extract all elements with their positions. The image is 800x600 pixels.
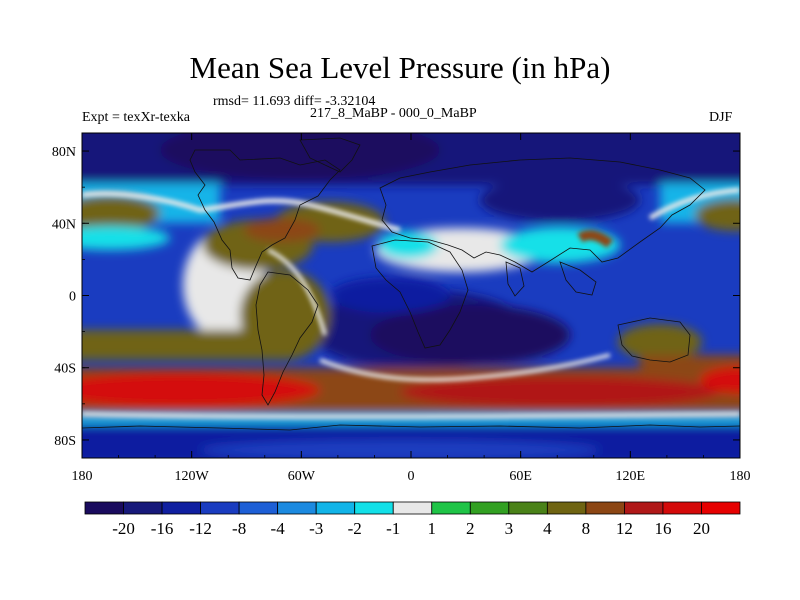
- coastline-southeast-asia: [559, 261, 597, 296]
- colorbar-swatch: [392, 501, 433, 515]
- antarctic-coast: [82, 414, 740, 424]
- x-tick-label: 180: [730, 469, 751, 484]
- australia-high: [618, 324, 702, 360]
- colorbar-swatch: [123, 501, 163, 515]
- x-tick-label: 180: [72, 469, 93, 484]
- coastline-antarctica: [82, 424, 740, 431]
- colorbar-swatch: [546, 501, 587, 515]
- colorbar-swatch: [469, 501, 510, 515]
- colorbar-label: -2: [348, 519, 362, 538]
- coastline-south-america: [255, 271, 319, 406]
- y-tick-label: 40N: [52, 217, 76, 232]
- x-tick-label: 120W: [175, 469, 210, 484]
- y-tick-label: 80S: [54, 434, 76, 449]
- colorbar-label: 20: [693, 519, 710, 538]
- southern-ocean-core-east: [400, 376, 720, 408]
- x-tick-label: 60W: [288, 469, 316, 484]
- colorbar-label: -20: [112, 519, 135, 538]
- colorbar-label: -16: [151, 519, 174, 538]
- colorbar-swatch: [585, 501, 625, 515]
- colorbar-swatch: [200, 501, 240, 515]
- equatorial-low: [330, 277, 450, 313]
- siberian-low: [480, 178, 640, 222]
- chart-title: Mean Sea Level Pressure (in hPa): [189, 50, 611, 85]
- colorbar-swatch: [508, 501, 548, 515]
- colorbar-swatch: [238, 501, 279, 515]
- y-tick-label: 80N: [52, 145, 76, 160]
- colorbar-label: 12: [616, 519, 633, 538]
- north-pacific-high-east: [695, 199, 740, 231]
- coastline-india: [505, 261, 525, 297]
- tropical-core-low: [370, 305, 570, 365]
- asia-cyan: [500, 227, 620, 263]
- colorbar-swatch: [624, 501, 664, 515]
- colorbar-swatch: [431, 501, 471, 515]
- colorbar-swatch: [701, 501, 741, 515]
- x-axis: 180 120W 60W 0 60E 120E 180: [72, 133, 751, 484]
- north-pacific-cyan: [82, 226, 170, 250]
- colorbar-label: -3: [309, 519, 323, 538]
- coastline-eurasia: [379, 157, 706, 273]
- colorbar-label: -8: [232, 519, 246, 538]
- field-highlight-layer: [82, 187, 740, 419]
- y-tick-label: 0: [69, 290, 76, 305]
- field-smooth-layer: [82, 133, 740, 458]
- colorbar-label: 1: [428, 519, 437, 538]
- colorbar-label: 16: [654, 519, 671, 538]
- experiment-label: Expt = texXr-texka: [82, 110, 190, 125]
- colorbar-swatch: [277, 501, 317, 515]
- colorbar-label: -12: [189, 519, 212, 538]
- antarctic-interior: [200, 440, 600, 458]
- x-tick-label: 120E: [616, 469, 646, 484]
- colorbar-swatch: [161, 501, 201, 515]
- pressure-field: [82, 133, 740, 458]
- arctic-core-low: [160, 133, 440, 180]
- north-america-core: [244, 218, 320, 242]
- colorbar-label: 4: [543, 519, 552, 538]
- colorbar-swatch: [354, 501, 394, 515]
- colorbar: -20 -16 -12 -8 -4 -3 -2 -1 1 2 3 4 8 12 16 20: [84, 501, 741, 538]
- coastlines: [82, 137, 740, 431]
- colorbar-label: 3: [505, 519, 514, 538]
- colorbar-swatch: [84, 501, 124, 515]
- africa-cyan: [378, 231, 438, 259]
- southern-ocean-core-dateline: [700, 366, 740, 394]
- colorbar-swatch: [662, 501, 702, 515]
- x-tick-label: 0: [408, 469, 415, 484]
- coastline-australia: [617, 317, 691, 363]
- y-axis: 80N 40N 0 40S 80S: [52, 145, 740, 449]
- coastline-greenland: [299, 137, 361, 173]
- coastline-africa: [371, 239, 469, 349]
- colorbar-swatch: [315, 501, 356, 515]
- colorbar-label: -1: [386, 519, 400, 538]
- stats-line: rmsd= 11.693 diff= -3.32104: [213, 94, 376, 109]
- colorbar-label: -4: [271, 519, 286, 538]
- colorbar-label: 2: [466, 519, 475, 538]
- season-label: DJF: [709, 110, 733, 125]
- southern-ocean-core-west: [82, 372, 320, 408]
- x-tick-label: 60E: [509, 469, 532, 484]
- comparison-label: 217_8_MaBP - 000_0_MaBP: [310, 106, 477, 121]
- y-tick-label: 40S: [54, 362, 76, 377]
- coastline-north-america: [189, 149, 341, 281]
- north-pacific-high: [82, 195, 160, 231]
- colorbar-label: 8: [582, 519, 591, 538]
